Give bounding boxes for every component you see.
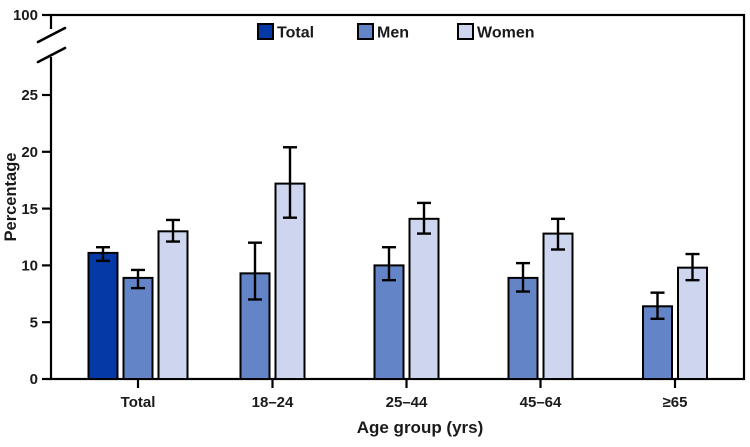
legend-label-total: Total	[277, 25, 314, 42]
x-tick-label-65: ≥65	[663, 394, 688, 411]
legend: Total Men Women	[257, 23, 534, 42]
y-tick-label-5: 5	[30, 314, 38, 331]
bars-group	[87, 146, 708, 381]
axis-break-mark	[36, 46, 67, 64]
bar-men-total	[122, 276, 154, 380]
legend-label-men: Men	[377, 25, 409, 42]
axis-break-mark	[36, 26, 67, 44]
legend-swatch-women	[457, 23, 474, 40]
bar-women-25-44	[408, 217, 440, 380]
x-tick-label-total: Total	[121, 394, 156, 411]
bar-men-25-44	[373, 264, 405, 380]
bar-women-total	[157, 230, 189, 380]
x-axis-title: Age group (yrs)	[357, 418, 484, 437]
bar-women-45-64	[542, 232, 574, 380]
legend-swatch-total	[257, 23, 274, 40]
y-axis-title: Percentage	[2, 153, 20, 242]
y-tick-label-100: 100	[13, 7, 38, 24]
bar-total-total	[87, 251, 119, 381]
x-tick-label-25-44: 25–44	[386, 394, 428, 411]
y-tick-label-25: 25	[21, 87, 38, 104]
x-tick-label-45-64: 45–64	[520, 394, 562, 411]
y-axis-ticks: 0 5 10 15 20 25 100	[13, 7, 51, 388]
y-tick-label-20: 20	[21, 144, 38, 161]
y-tick-label-10: 10	[21, 258, 38, 275]
legend-swatch-men	[357, 23, 374, 40]
y-tick-label-0: 0	[30, 371, 38, 388]
legend-label-women: Women	[477, 25, 534, 42]
bar-men-45-64	[507, 276, 539, 380]
x-tick-label-18-24: 18–24	[252, 394, 294, 411]
x-axis-ticks: Total 18–24 25–44 45–64 ≥65	[121, 379, 688, 411]
bar-women-65	[677, 266, 708, 380]
y-tick-label-15: 15	[21, 201, 38, 218]
